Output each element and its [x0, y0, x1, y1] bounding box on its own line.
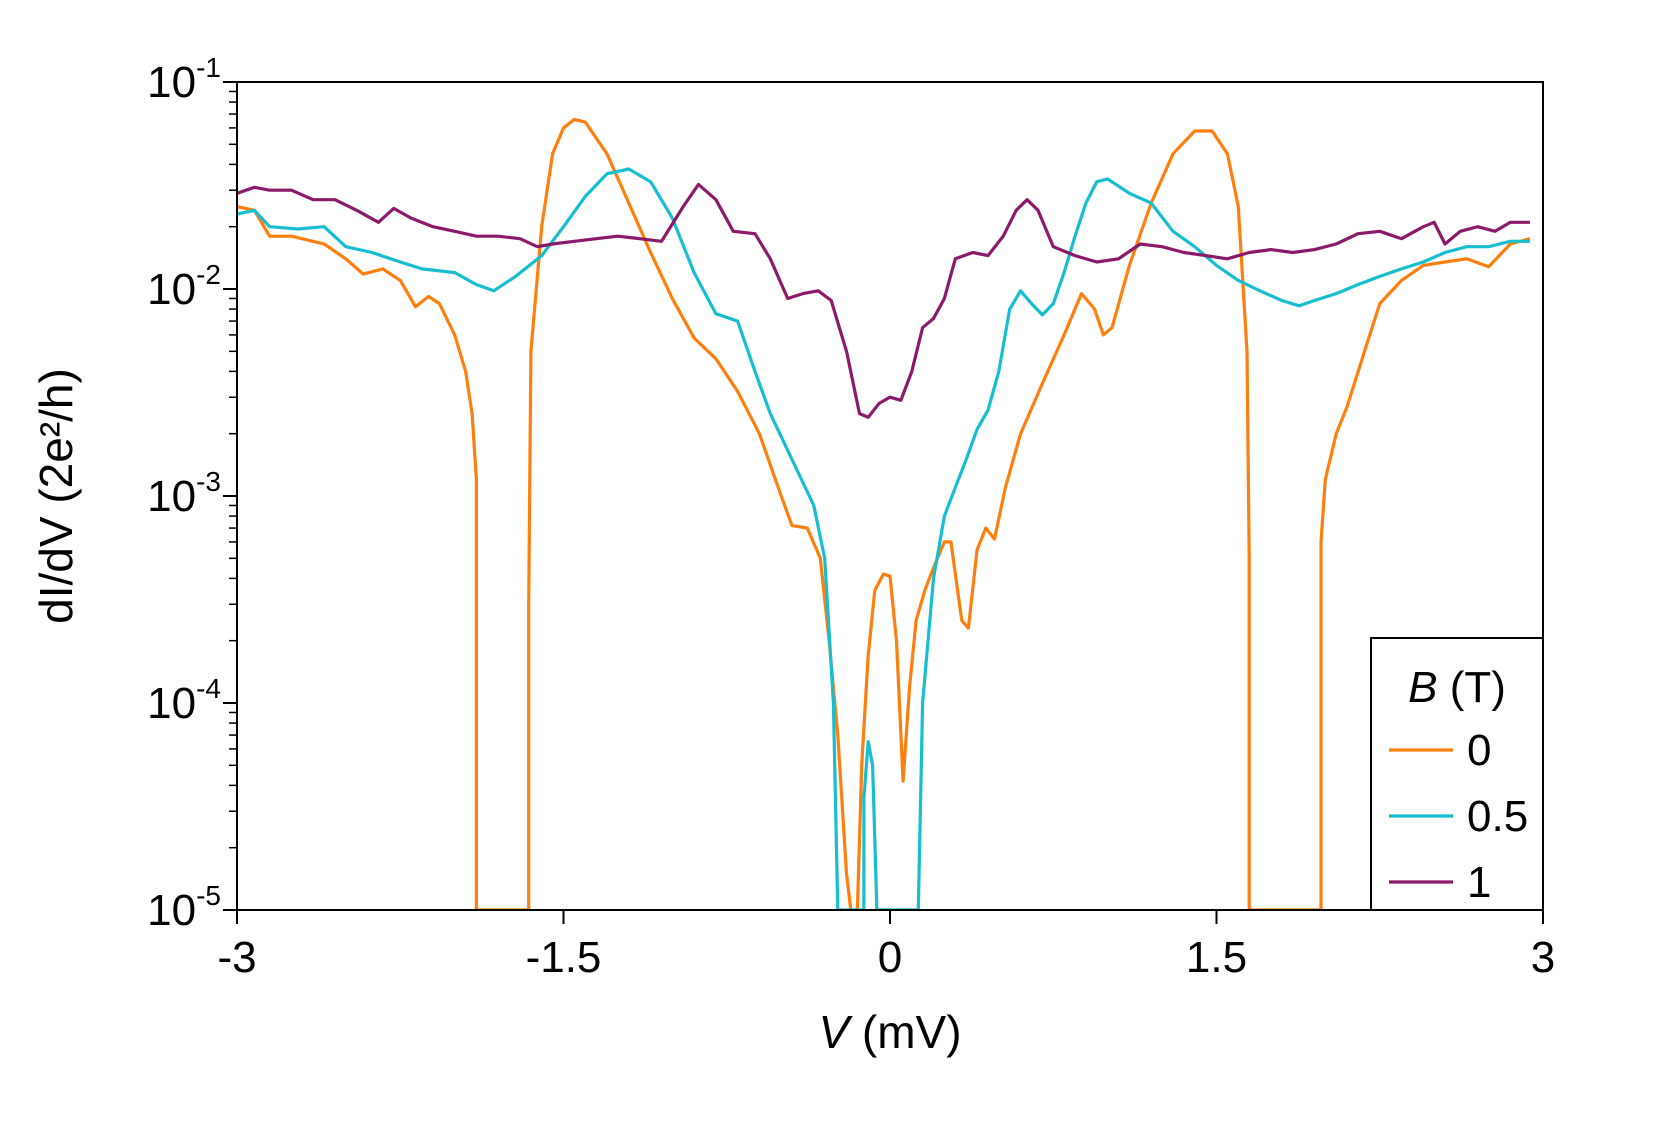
y-tick-exp: -1 — [196, 52, 221, 83]
legend-label-1: 0.5 — [1467, 792, 1528, 841]
x-axis-title-rest: (mV) — [849, 1006, 961, 1058]
x-tick-label: 3 — [1531, 933, 1555, 982]
y-axis-title: dI/dV (2e²/h) — [30, 368, 82, 624]
y-tick-base: 10 — [147, 265, 196, 314]
legend-label-2: 1 — [1467, 858, 1491, 907]
legend: B (T) 00.51 — [1370, 637, 1544, 911]
x-axis-title: V (mV) — [818, 1006, 961, 1058]
y-tick-exp: -2 — [196, 259, 221, 290]
y-tick-label: 10-4 — [147, 673, 221, 728]
y-tick-label: 10-5 — [147, 880, 221, 935]
y-tick-base: 10 — [147, 58, 196, 107]
series-line-1 — [237, 167, 1530, 910]
y-tick-label: 10-1 — [147, 52, 221, 107]
series-layer — [237, 117, 1531, 910]
x-tick-label: -3 — [217, 933, 256, 982]
y-tick-label: 10-2 — [147, 259, 221, 314]
legend-title-italic: B — [1408, 663, 1437, 712]
plot-frame — [236, 81, 1544, 911]
y-tick-base: 10 — [147, 472, 196, 521]
legend-label-0: 0 — [1467, 726, 1491, 775]
x-axis-title-italic: V — [818, 1006, 853, 1058]
x-tick-label: -1.5 — [526, 933, 602, 982]
legend-box — [1370, 637, 1544, 911]
legend-title-rest: (T) — [1437, 663, 1505, 712]
y-tick-base: 10 — [147, 886, 196, 935]
legend-title: B (T) — [1408, 663, 1506, 712]
series-line-2 — [237, 182, 1530, 419]
y-tick-exp: -3 — [196, 466, 221, 497]
y-tick-base: 10 — [147, 679, 196, 728]
series-line-0 — [237, 117, 1531, 910]
ticks-layer: -3 -1.5 0 1.5 310-510-410-310-210-1 — [147, 52, 1555, 982]
x-tick-label: 1.5 — [1186, 933, 1247, 982]
legend-entries: 00.51 — [1389, 726, 1528, 907]
y-tick-exp: -4 — [196, 673, 221, 704]
y-tick-label: 10-3 — [147, 466, 221, 521]
y-tick-exp: -5 — [196, 880, 221, 911]
x-tick-label: 0 — [878, 933, 902, 982]
